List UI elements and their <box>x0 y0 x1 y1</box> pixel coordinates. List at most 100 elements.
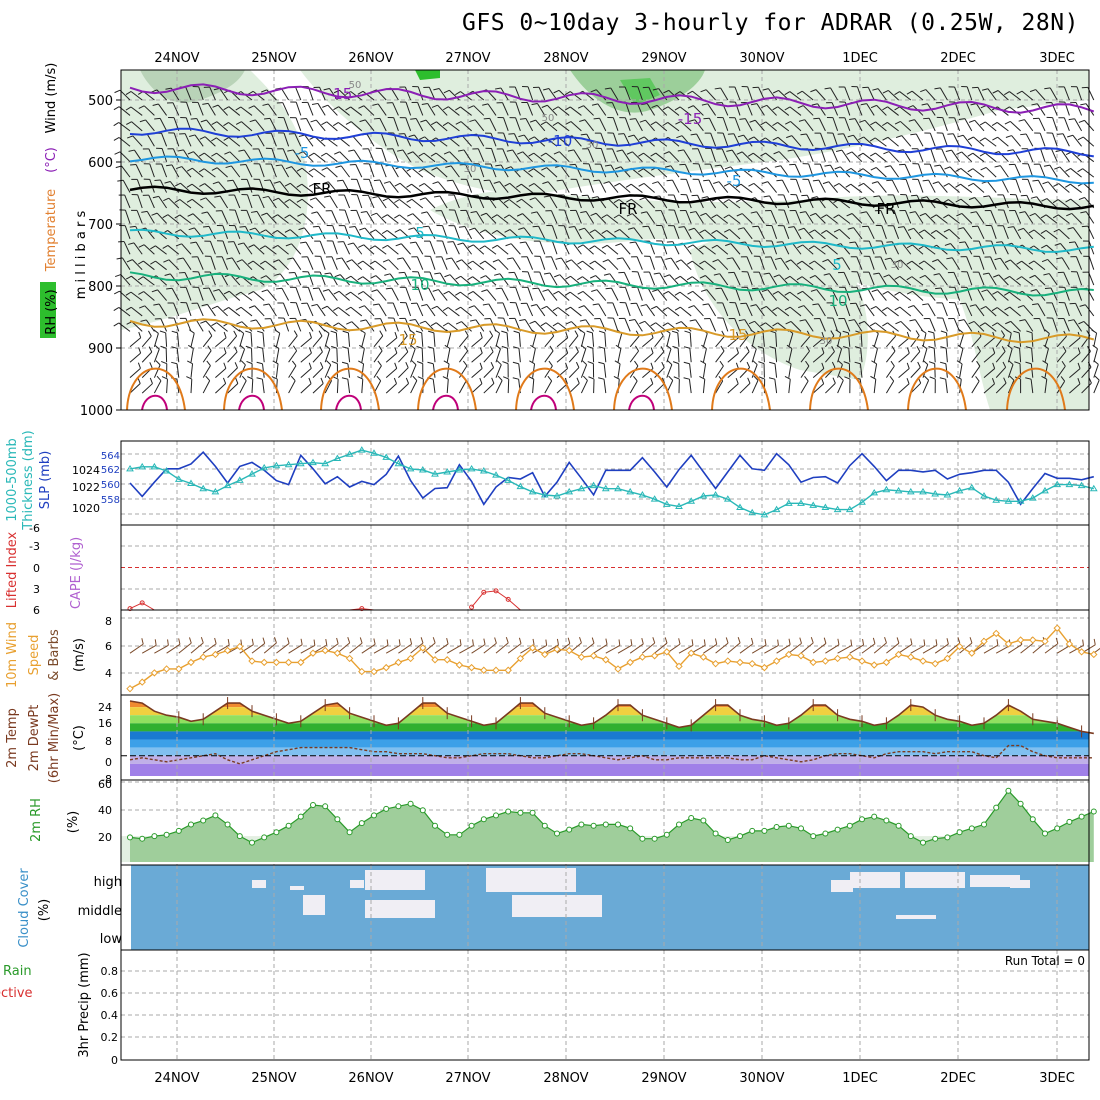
wind-barb-flag <box>577 105 584 109</box>
wind-barb-flag <box>519 118 526 120</box>
slp-point <box>1041 486 1049 494</box>
wind-barb-flag <box>1065 167 1071 172</box>
wind-barb-flag <box>334 151 340 155</box>
wind-barb <box>329 195 338 209</box>
wind-barb-flag <box>811 103 818 106</box>
wind-barb <box>133 242 143 255</box>
wind-barb-flag <box>151 89 158 93</box>
wind-barb <box>802 290 814 301</box>
wind-barb-flag <box>565 259 572 263</box>
wind-barb-flag <box>418 152 425 157</box>
wind-barb <box>231 257 241 270</box>
wind-barb-flag <box>312 287 319 290</box>
wind-barb <box>295 86 302 101</box>
wind-barb <box>218 289 228 301</box>
wind-barb-flag <box>713 181 720 184</box>
wind-barb <box>1072 227 1083 240</box>
date-label-bottom: 1DEC <box>842 1071 878 1086</box>
wind-barb <box>194 227 204 240</box>
wind-barb <box>766 104 777 116</box>
wind-barb-flag <box>935 639 938 646</box>
wind-barb-flag <box>503 214 510 219</box>
wind-barb <box>217 104 228 116</box>
vertical-gridlines <box>176 695 1058 780</box>
wind-barb <box>124 210 131 224</box>
wind-barb <box>622 149 631 162</box>
rh2m-point <box>871 813 878 820</box>
wind-barb <box>890 165 900 178</box>
wind-barb <box>171 164 180 178</box>
lifted-tick-label: 0 <box>33 562 40 575</box>
wind-barb <box>1069 337 1081 348</box>
wind-barb-flag <box>138 291 144 295</box>
wind-barb-flag <box>830 330 835 336</box>
wind-barb <box>166 643 181 654</box>
wind-barb <box>904 210 912 224</box>
wind-barb <box>527 86 534 101</box>
wind-barb <box>825 351 835 363</box>
wind-barb-flag <box>1053 228 1060 233</box>
wind-barb <box>1021 260 1034 271</box>
wind-barb-flag <box>213 289 220 292</box>
wind-barb <box>695 211 704 224</box>
wind-barb-flag <box>1008 360 1014 365</box>
wind-barb-flag <box>665 257 672 260</box>
wind-barb-flag <box>532 638 535 645</box>
wind-speed-point <box>211 650 220 659</box>
wind-barb <box>877 181 887 193</box>
wind-barb-flag <box>376 375 382 382</box>
wind-barb <box>830 87 839 101</box>
wind-barb <box>1063 318 1070 332</box>
wind-barb <box>683 149 692 162</box>
wind-barb-flag <box>335 165 342 168</box>
wind-speed-point <box>968 649 976 657</box>
wind-barb-flag <box>577 260 583 265</box>
wind-barb <box>654 382 665 394</box>
wind-barb-flag <box>688 305 695 309</box>
wind-barb <box>227 367 238 379</box>
wind-barb <box>332 225 338 239</box>
wind-barb-flag <box>407 213 413 217</box>
wind-barb <box>366 211 375 224</box>
wind-speed-point <box>260 658 268 667</box>
wind-barb <box>816 289 826 301</box>
wind-barb <box>315 119 326 132</box>
wind-barb-flag <box>725 243 732 247</box>
wind-barb-flag <box>1004 106 1010 111</box>
wind-barb-flag <box>870 167 877 171</box>
wind-barb-flag <box>256 346 263 349</box>
wind-barb-flag <box>202 102 209 105</box>
wind-barb <box>316 304 326 317</box>
wind-barb-flag <box>456 259 462 263</box>
wind-barb <box>202 380 211 394</box>
wind-barb-flag <box>300 241 307 244</box>
wind-barb-flag <box>150 260 156 265</box>
wind-barb <box>841 149 851 162</box>
wind-barb <box>1020 642 1034 654</box>
wind-barb-flag <box>939 377 946 380</box>
wind-barb-flag <box>761 104 768 109</box>
wind-barb-flag <box>1026 330 1033 334</box>
wind-barb <box>603 348 607 363</box>
wind-barb <box>402 257 412 270</box>
wind-barb-flag <box>858 136 864 141</box>
wind-barb-flag <box>262 195 269 199</box>
wind-barb-flag <box>357 90 364 95</box>
wind-barb-flag <box>614 229 620 233</box>
wind-barb <box>209 241 216 255</box>
slp-point <box>614 484 622 492</box>
wind-barb-flag <box>455 275 461 280</box>
wind-barb <box>305 118 314 132</box>
wind-barb <box>873 348 878 363</box>
wind-barb <box>141 383 153 394</box>
wind-barb-flag <box>614 360 621 365</box>
wind-barb-flag <box>150 245 156 250</box>
wind-barb <box>185 287 192 301</box>
wind-barb-flag <box>854 361 861 365</box>
wind-barb <box>319 86 326 101</box>
wind-barb <box>1057 199 1070 209</box>
wind-barb <box>880 210 887 224</box>
wind-barb-flag <box>271 376 278 380</box>
wind-barb-flag <box>272 230 278 235</box>
